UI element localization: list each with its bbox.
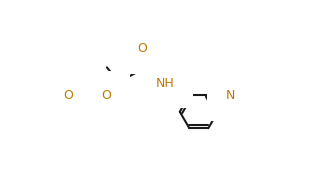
Text: O: O <box>137 42 147 55</box>
Text: NH: NH <box>156 77 175 90</box>
Text: O: O <box>101 89 111 102</box>
Text: N: N <box>226 89 235 102</box>
Text: O: O <box>63 89 73 102</box>
